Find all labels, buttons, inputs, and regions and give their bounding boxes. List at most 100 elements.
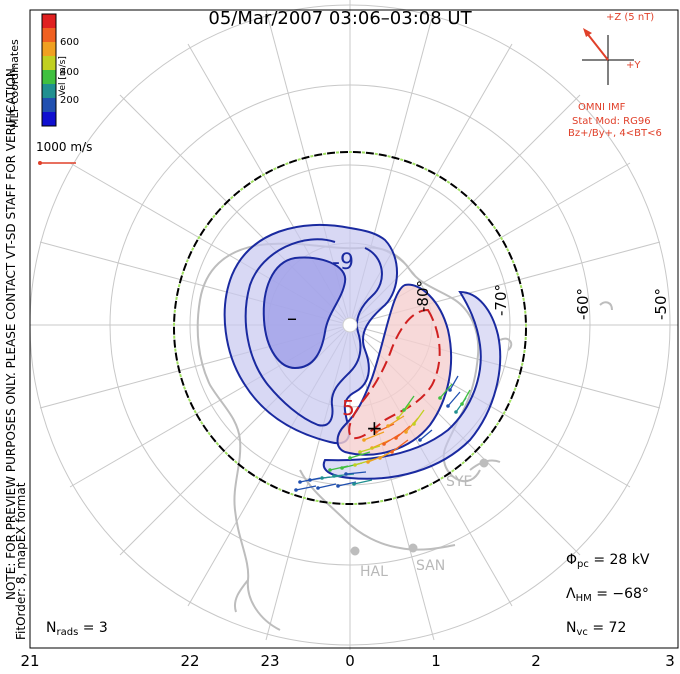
- velocity-vector: [353, 479, 373, 485]
- contour-label-positive: 5: [342, 396, 355, 420]
- stat-radar-count: Nrads = 3: [46, 620, 108, 638]
- velocity-vector: [461, 389, 471, 405]
- site-marker-sye: [479, 458, 489, 468]
- stat-hmb-latitude: ΛHM = −68°: [566, 586, 649, 604]
- velocity-vector: [439, 383, 453, 399]
- latitude-label-70: -70°: [492, 284, 510, 316]
- plot-frame: [29, 9, 679, 649]
- imf-model-line2: Bz+/By+, 4<BT<6: [568, 128, 662, 139]
- velocity-vector: [395, 425, 411, 439]
- velocity-vector-origin: [328, 468, 332, 472]
- site-label-san: SAN: [416, 558, 446, 574]
- velocity-vector-origin: [438, 396, 442, 400]
- velocity-vector-origin: [362, 438, 366, 442]
- coastline: [196, 242, 481, 631]
- velocity-vector-origin: [320, 476, 324, 480]
- mlt-tick-label: 22: [180, 652, 200, 670]
- velocity-vector: [391, 439, 409, 453]
- velocity-vector-origin: [374, 430, 378, 434]
- velocity-vector: [387, 415, 405, 427]
- colorbar-segment: [42, 28, 56, 43]
- colorbar-segment: [42, 56, 56, 71]
- stat-subscript: vc: [576, 627, 588, 638]
- velocity-vector-origin: [353, 463, 357, 467]
- velocity-vector: [413, 409, 425, 425]
- site-marker-hal: [350, 546, 360, 556]
- velocity-vector: [295, 485, 317, 491]
- velocity-vector: [333, 473, 355, 477]
- negative-potential-core: [262, 256, 347, 370]
- mlt-tick-label: 0: [345, 652, 355, 670]
- stat-subscript: rads: [56, 627, 79, 638]
- fit-order-note: FitOrder: 8, mapEX format: [14, 482, 28, 640]
- velocity-vector-origin: [358, 450, 362, 454]
- latitude-label-50: -50°: [652, 288, 670, 320]
- velocity-vector-origin: [344, 472, 348, 476]
- stat-symbol: N: [566, 620, 577, 636]
- positive-contour: [348, 308, 441, 440]
- velocity-vector-origin: [386, 424, 390, 428]
- mlt-tick-label: 23: [260, 652, 280, 670]
- vector-scale-label: 1000 m/s: [36, 140, 93, 154]
- colorbar-tick: 200: [60, 95, 80, 106]
- mlt-tick-label: 3: [665, 652, 675, 670]
- velocity-vector-origin: [316, 486, 320, 490]
- negative-outer-arm: [322, 290, 502, 480]
- velocity-vector-origin: [402, 408, 406, 412]
- latitude-label-60: -60°: [574, 288, 592, 320]
- stat-value: = −68°: [596, 586, 649, 602]
- velocity-colorbar: [42, 14, 56, 127]
- colorbar-tick: 400: [60, 67, 80, 78]
- map-title: 05/Mar/2007 03:06–03:08 UT: [208, 8, 472, 29]
- velocity-vector: [321, 475, 343, 479]
- velocity-vector-origin: [340, 466, 344, 470]
- velocity-vector: [363, 431, 385, 441]
- velocity-vector-origin: [454, 410, 458, 414]
- velocity-vector-origin: [404, 430, 408, 434]
- colorbar-segment: [42, 70, 56, 85]
- velocity-vector-origin: [308, 478, 312, 482]
- stat-subscript: HM: [575, 593, 592, 604]
- site-marker-san: [408, 543, 418, 553]
- stat-cross-polar-potential: Φpc = 28 kV: [566, 552, 649, 570]
- stat-value: = 28 kV: [593, 552, 650, 568]
- hmb-boundary: [173, 151, 527, 505]
- velocity-vector: [359, 445, 381, 453]
- imf-model-line1: Stat Mod: RG96: [572, 116, 651, 127]
- potential-minimum-marker: –: [287, 306, 297, 330]
- stat-vector-count: Nvc = 72: [566, 620, 626, 638]
- velocity-vector: [345, 471, 367, 475]
- velocity-vector: [419, 429, 433, 441]
- velocity-vectors: [294, 375, 471, 492]
- velocity-vector: [371, 439, 391, 449]
- colorbar-frame: [41, 13, 57, 127]
- imf-arrowhead: [583, 28, 592, 37]
- velocity-vector: [375, 423, 395, 433]
- mlt-tick-label: 1: [431, 652, 441, 670]
- velocity-vector-origin: [336, 484, 340, 488]
- latitude-label-80: -80°: [414, 280, 432, 312]
- colorbar-segment: [42, 112, 56, 127]
- colorbar-segment: [42, 98, 56, 113]
- velocity-vector-origin: [348, 456, 352, 460]
- velocity-vector: [317, 483, 337, 489]
- velocity-vector-origin: [294, 488, 298, 492]
- velocity-vector: [403, 395, 415, 411]
- velocity-vector-origin: [390, 450, 394, 454]
- vector-scale-dot: [38, 161, 42, 165]
- site-label-sye: SYE: [446, 474, 473, 490]
- velocity-vector: [349, 451, 371, 459]
- imf-dial: [582, 28, 634, 85]
- colorbar-tick: 600: [60, 37, 80, 48]
- velocity-vector: [447, 391, 461, 407]
- stat-symbol: N: [46, 620, 57, 636]
- colorbar-segment: [42, 14, 56, 29]
- velocity-vector-origin: [460, 402, 464, 406]
- velocity-vector: [383, 433, 401, 445]
- velocity-vector-origin: [418, 438, 422, 442]
- velocity-vector-origin: [448, 388, 452, 392]
- velocity-vector-origin: [378, 456, 382, 460]
- mlt-tick-label: 21: [20, 652, 40, 670]
- geomagnetic-pole-marker: [342, 317, 358, 333]
